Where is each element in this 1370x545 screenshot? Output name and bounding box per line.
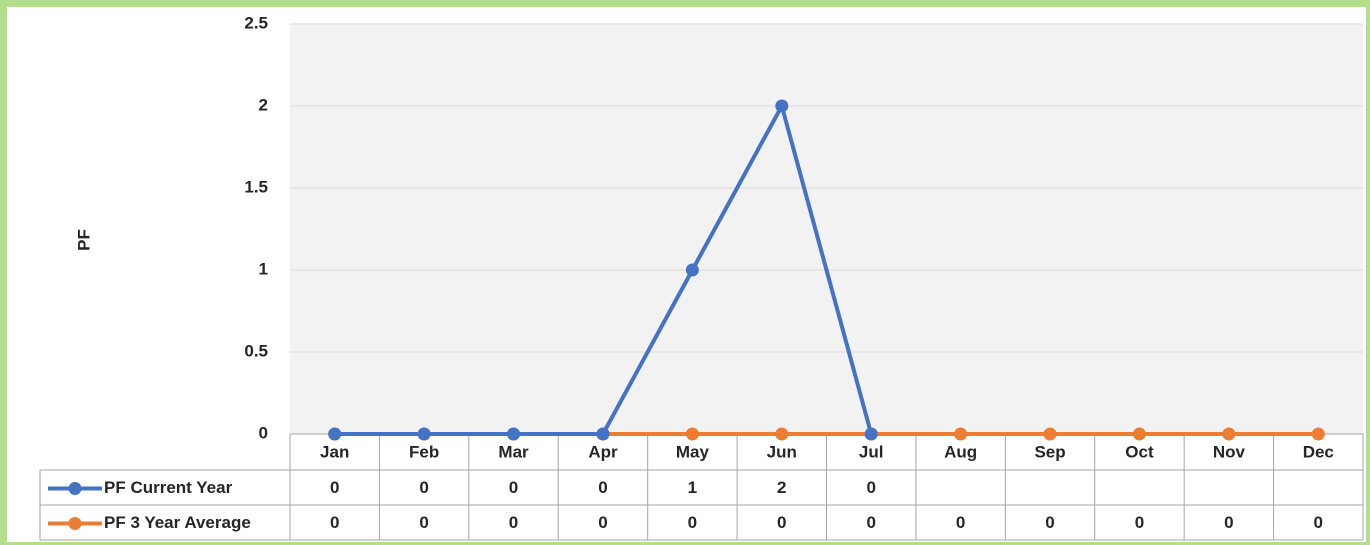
x-tick-label: Nov xyxy=(1213,442,1246,461)
x-tick-label: Apr xyxy=(588,442,618,461)
series-marker xyxy=(1311,427,1325,441)
table-value: 0 xyxy=(1045,513,1054,532)
x-tick-label: Feb xyxy=(409,442,439,461)
y-tick-label: 2.5 xyxy=(244,13,268,32)
table-value: 0 xyxy=(1314,513,1323,532)
y-tick-label: 1.5 xyxy=(244,177,268,196)
table-value: 0 xyxy=(419,513,428,532)
y-tick-label: 2 xyxy=(259,95,268,114)
table-value: 0 xyxy=(598,513,607,532)
table-value: 1 xyxy=(688,478,697,497)
x-tick-label: Jun xyxy=(767,442,797,461)
table-value: 2 xyxy=(777,478,786,497)
y-tick-label: 0 xyxy=(259,423,268,442)
table-value: 0 xyxy=(866,478,875,497)
legend-label: PF 3 Year Average xyxy=(104,513,251,532)
x-tick-label: Jul xyxy=(859,442,884,461)
table-value: 0 xyxy=(1135,513,1144,532)
x-tick-label: Mar xyxy=(498,442,529,461)
legend-marker xyxy=(68,517,82,530)
table-value: 0 xyxy=(1224,513,1233,532)
x-tick-label: Dec xyxy=(1303,442,1334,461)
table-value: 0 xyxy=(777,513,786,532)
y-tick-label: 0.5 xyxy=(244,341,268,360)
table-value: 0 xyxy=(419,478,428,497)
table-value: 0 xyxy=(866,513,875,532)
legend-label: PF Current Year xyxy=(104,478,233,497)
y-tick-label: 1 xyxy=(259,259,268,278)
legend-marker xyxy=(68,482,82,495)
series-marker xyxy=(685,427,699,441)
series-marker xyxy=(1132,427,1146,441)
series-marker xyxy=(507,427,521,441)
series-marker xyxy=(1222,427,1236,441)
series-marker xyxy=(328,427,342,441)
x-tick-label: Sep xyxy=(1034,442,1065,461)
series-marker xyxy=(685,263,699,277)
series-marker xyxy=(775,99,789,113)
y-axis-label: PF xyxy=(74,229,93,251)
series-marker xyxy=(954,427,968,441)
table-value: 0 xyxy=(509,513,518,532)
series-marker xyxy=(1043,427,1057,441)
table-value: 0 xyxy=(509,478,518,497)
table-value: 0 xyxy=(330,478,339,497)
x-tick-label: May xyxy=(676,442,710,461)
x-tick-label: Jan xyxy=(320,442,349,461)
x-tick-label: Oct xyxy=(1125,442,1154,461)
table-value: 0 xyxy=(330,513,339,532)
series-marker xyxy=(596,427,610,441)
series-marker xyxy=(417,427,431,441)
series-marker xyxy=(864,427,878,441)
plot-area xyxy=(290,24,1363,434)
table-value: 0 xyxy=(598,478,607,497)
x-tick-label: Aug xyxy=(944,442,977,461)
table-value: 0 xyxy=(688,513,697,532)
table-value: 0 xyxy=(956,513,965,532)
series-marker xyxy=(775,427,789,441)
